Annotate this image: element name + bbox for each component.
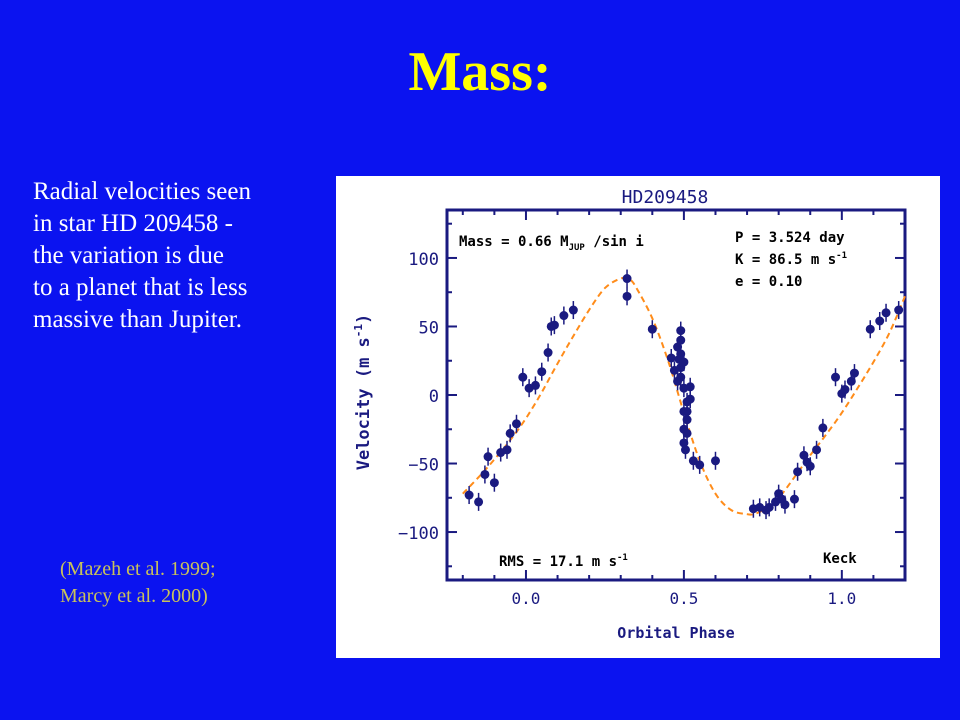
mass-label: Mass = 0.66 M bbox=[459, 234, 569, 250]
axis-ticks bbox=[447, 210, 906, 580]
slide-title: Mass: bbox=[408, 41, 552, 103]
data-point bbox=[673, 342, 683, 352]
data-point bbox=[666, 353, 676, 363]
data-point bbox=[474, 497, 484, 507]
description-text: Radial velocities seen in star HD 209458… bbox=[33, 176, 333, 336]
period-annotation: P = 3.524 day bbox=[735, 230, 845, 246]
data-point bbox=[849, 368, 859, 378]
y-axis-label-close: ) bbox=[354, 314, 374, 324]
description-line: the variation is due bbox=[33, 242, 224, 269]
data-point bbox=[793, 467, 803, 477]
data-point bbox=[682, 428, 692, 438]
data-point bbox=[799, 450, 809, 460]
data-point bbox=[464, 490, 474, 500]
data-point bbox=[685, 382, 695, 392]
data-point bbox=[483, 452, 493, 462]
mass-suffix: /sin i bbox=[585, 234, 644, 250]
data-point bbox=[710, 456, 720, 466]
y-axis-label: Velocity (m s-1) bbox=[352, 314, 374, 471]
data-point bbox=[480, 469, 490, 479]
data-point bbox=[676, 372, 686, 382]
data-point bbox=[818, 423, 828, 433]
data-point bbox=[682, 406, 692, 416]
radial-velocity-plot: HD209458 −100 −50 0 50 100 0.0 0.5 1.0 Orbital … bbox=[336, 176, 940, 658]
data-point bbox=[622, 291, 632, 301]
data-point bbox=[505, 428, 515, 438]
data-point bbox=[805, 461, 815, 471]
data-points-group bbox=[464, 269, 904, 520]
y-tick-label: 100 bbox=[408, 250, 439, 270]
description-line: to a planet that is less bbox=[33, 274, 248, 301]
data-point bbox=[680, 445, 690, 455]
chart-title: HD209458 bbox=[622, 187, 709, 208]
data-point bbox=[647, 324, 657, 334]
data-point bbox=[865, 324, 875, 334]
data-point bbox=[789, 494, 799, 504]
rms-annotation: RMS = 17.1 m s-1 bbox=[499, 553, 628, 570]
plot-frame bbox=[445, 208, 907, 582]
data-point bbox=[530, 380, 540, 390]
y-tick-label: −100 bbox=[398, 524, 439, 544]
data-point bbox=[875, 316, 885, 326]
x-tick-label: 1.0 bbox=[827, 589, 856, 608]
telescope-annotation: Keck bbox=[823, 551, 857, 567]
y-axis-label-sup: -1 bbox=[352, 324, 365, 338]
data-point bbox=[676, 349, 686, 359]
data-point bbox=[559, 311, 569, 321]
y-axis-label-main: Velocity (m s bbox=[354, 337, 374, 470]
data-point bbox=[881, 308, 891, 318]
data-point bbox=[695, 460, 705, 470]
mass-annotation: Mass = 0.66 MJUP /sin i bbox=[459, 234, 644, 253]
x-tick-label: 0.0 bbox=[512, 589, 541, 608]
rms-label: RMS = 17.1 m s bbox=[499, 554, 617, 570]
data-point bbox=[812, 445, 822, 455]
data-point bbox=[840, 385, 850, 395]
data-point bbox=[511, 419, 521, 429]
amplitude-label: K = 86.5 m s bbox=[735, 252, 836, 268]
data-point bbox=[894, 305, 904, 315]
eccentricity-annotation: e = 0.10 bbox=[735, 274, 802, 290]
x-axis-label: Orbital Phase bbox=[617, 624, 734, 642]
data-point bbox=[622, 274, 632, 284]
chart-svg: HD209458 −100 −50 0 50 100 0.0 0.5 1.0 Orbital … bbox=[352, 187, 907, 642]
citation: (Mazeh et al. 1999; Marcy et al. 2000) bbox=[60, 556, 340, 610]
description-line: massive than Jupiter. bbox=[33, 306, 242, 333]
data-point bbox=[543, 348, 553, 358]
data-point bbox=[489, 478, 499, 488]
y-tick-label: −50 bbox=[408, 456, 439, 476]
data-point bbox=[549, 320, 559, 330]
description-line: in star HD 209458 - bbox=[33, 210, 233, 237]
data-point bbox=[764, 502, 774, 512]
data-point bbox=[568, 305, 578, 315]
amplitude-annotation: K = 86.5 m s-1 bbox=[735, 251, 847, 268]
data-point bbox=[780, 500, 790, 510]
data-point bbox=[685, 394, 695, 404]
citation-line: (Mazeh et al. 1999; bbox=[60, 558, 216, 580]
amplitude-sup: -1 bbox=[836, 251, 847, 261]
y-tick-label: 0 bbox=[429, 387, 439, 407]
description-line: Radial velocities seen bbox=[33, 178, 251, 205]
citation-line: Marcy et al. 2000) bbox=[60, 585, 208, 607]
rms-sup: -1 bbox=[617, 553, 628, 563]
data-point bbox=[537, 367, 547, 377]
data-point bbox=[676, 326, 686, 336]
data-point bbox=[518, 372, 528, 382]
mass-subscript: JUP bbox=[569, 243, 586, 253]
data-point bbox=[679, 357, 689, 367]
data-point bbox=[502, 445, 512, 455]
x-tick-label: 0.5 bbox=[669, 589, 698, 608]
data-point bbox=[831, 372, 841, 382]
data-point bbox=[846, 376, 856, 386]
tick-labels: −100 −50 0 50 100 0.0 0.5 1.0 bbox=[398, 250, 856, 608]
y-tick-label: 50 bbox=[419, 318, 439, 338]
data-point bbox=[676, 335, 686, 345]
